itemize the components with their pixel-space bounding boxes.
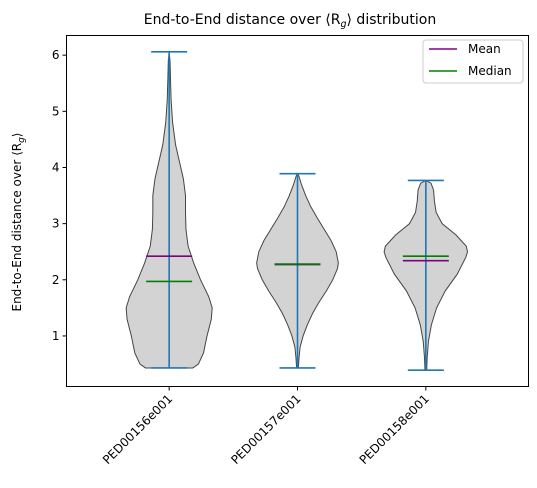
y-tick-label: 6 — [52, 48, 60, 62]
y-axis-label-main: End-to-End distance over ⟨R — [10, 143, 24, 312]
x-tick-label: PED00156e001 — [100, 392, 175, 467]
x-tick-label: PED00157e001 — [228, 392, 303, 467]
legend-box — [422, 39, 524, 84]
x-ticks-group: PED00156e001 PED00157e001 PED00158e001 — [100, 386, 432, 467]
chart-title-main: End-to-End distance over ⟨R — [144, 12, 341, 28]
y-tick-label: 3 — [52, 217, 60, 231]
x-tick-label: PED00158e001 — [357, 392, 432, 467]
chart-title-end: ⟩ distribution — [347, 12, 437, 28]
legend-label: Mean — [468, 42, 501, 56]
y-tick-label: 1 — [52, 329, 60, 343]
chart-title-subscript: g — [340, 19, 346, 30]
legend-label: Median — [468, 64, 512, 78]
y-axis-label-end: ⟩ — [10, 132, 24, 137]
y-axis-label: End-to-End distance over ⟨Rg⟩ — [10, 132, 27, 311]
legend: Mean Median — [422, 39, 524, 84]
chart-title: End-to-End distance over ⟨Rg⟩ distributi… — [144, 12, 436, 30]
violins-group — [125, 50, 469, 372]
y-tick-label: 5 — [52, 104, 60, 118]
y-axis-label-subscript: g — [17, 137, 27, 143]
y-ticks-group: 1 2 3 4 5 6 — [52, 48, 67, 343]
y-tick-label: 4 — [52, 160, 60, 174]
y-tick-label: 2 — [52, 273, 60, 287]
plot-frame — [66, 35, 529, 387]
